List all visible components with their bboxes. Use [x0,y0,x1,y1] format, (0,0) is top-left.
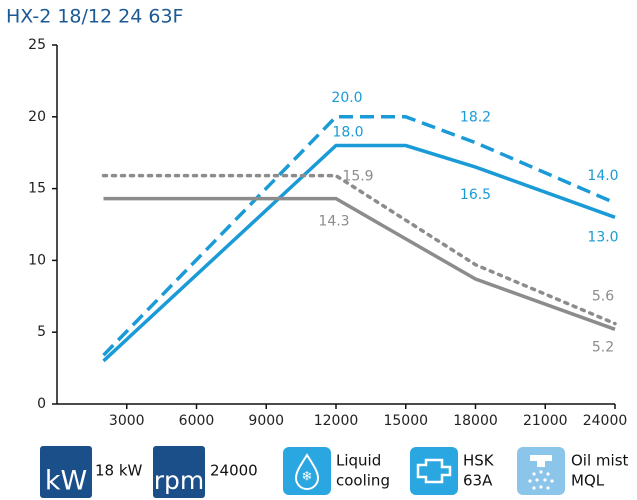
spec-label: HSK [463,452,495,470]
spec-label: cooling [336,472,390,490]
value-label: 18.2 [460,110,491,126]
y-tick-label: 20 [28,109,46,125]
kw-icon-label: kW [45,466,87,497]
x-tick-label: 15000 [383,413,428,429]
x-tick-label: 12000 [314,413,359,429]
x-tick-label: 18000 [453,413,498,429]
hsk-icon [410,447,458,495]
series-line [102,115,616,357]
spec-label: 24000 [210,462,258,480]
series-line [101,173,617,326]
value-label: 13.0 [587,229,618,245]
value-label: 16.5 [460,187,491,203]
nozzle-shape [530,455,552,467]
snow-icon: ❄ [302,470,313,485]
y-tick-label: 5 [37,324,46,340]
x-tick-label: 24000 [583,413,628,429]
x-tick-label: 9000 [248,413,284,429]
hsk-shape [416,458,452,484]
x-tick-label: 21000 [523,413,568,429]
rpm-icon-label: rpm [154,466,205,495]
spec-label: MQL [571,472,605,490]
value-label: 15.9 [342,169,373,185]
y-tick-label: 25 [28,37,46,53]
value-label: 14.0 [587,168,618,184]
value-label: 5.6 [592,289,614,305]
x-tick-label: 3000 [109,413,145,429]
drop-icon [294,453,320,490]
cooling-icon [283,447,331,495]
spec-label: Liquid [336,452,381,470]
y-tick-label: 10 [28,252,46,268]
value-label: 18.0 [332,125,363,141]
spec-label: 63A [463,472,493,490]
series-line [103,196,616,331]
spec-icons: kW rpm ❄ [40,446,565,498]
spec-label: Oil mist [571,452,629,470]
value-label: 5.2 [592,339,614,355]
value-label: 20.0 [331,90,362,106]
y-tick-label: 0 [37,396,46,412]
series-line [102,143,616,363]
kw-icon [40,446,92,498]
mist-dots [528,470,554,490]
value-label: 14.3 [318,214,349,230]
spec-label: 18 kW [95,462,143,480]
x-tick-label: 6000 [179,413,215,429]
rpm-icon [153,446,205,498]
chart-title: HX-2 18/12 24 63F [6,6,183,28]
y-tick-label: 15 [28,181,46,197]
